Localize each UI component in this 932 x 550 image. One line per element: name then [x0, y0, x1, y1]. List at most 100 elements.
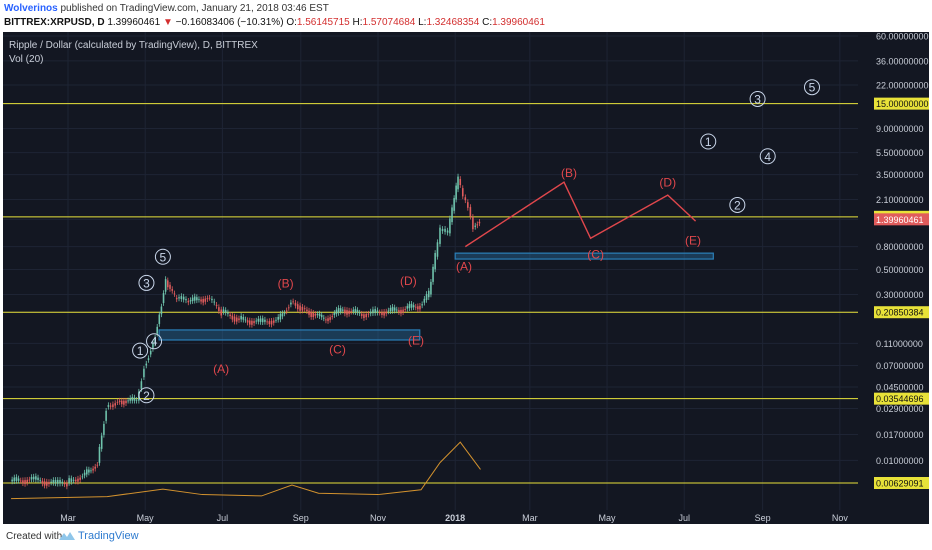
- candle-body: [444, 228, 446, 232]
- candle-body: [231, 315, 234, 320]
- wave-label-red: (B): [561, 166, 577, 180]
- y-tick-label: 9.00000000: [876, 124, 924, 134]
- tradingview-brand[interactable]: TradingView: [78, 530, 139, 542]
- indicator-label: Vol (20): [9, 54, 43, 65]
- candle-body: [363, 314, 365, 319]
- candle-body: [348, 310, 350, 314]
- candle-body: [308, 310, 310, 315]
- level-price-tag: [874, 392, 930, 405]
- candle-body: [15, 477, 18, 481]
- candle-body: [476, 224, 479, 226]
- candle-body: [299, 305, 301, 311]
- candle-body: [427, 290, 430, 298]
- candle-body: [17, 478, 20, 481]
- candle-body: [37, 477, 39, 481]
- candle-body: [127, 400, 129, 402]
- time-axis[interactable]: Mar May Jul Sep Nov 2018 Mar May Jul Sep Nov: [60, 513, 848, 523]
- candle-body: [451, 207, 453, 223]
- candle-body: [461, 188, 464, 197]
- last-price-tag: [874, 213, 930, 226]
- candle-body: [283, 312, 286, 314]
- candle-body: [26, 479, 28, 483]
- candle-body: [129, 398, 132, 401]
- x-tick-label: Mar: [522, 513, 538, 523]
- candle-body: [395, 309, 398, 311]
- candle-body: [204, 298, 207, 302]
- candle-body: [391, 306, 394, 311]
- candle-body: [238, 318, 240, 321]
- x-tick-label: May: [599, 513, 617, 523]
- price-axis[interactable]: 60.00000000 36.00000000 22.00000000 15.0000…: [874, 32, 930, 489]
- level-price-tag: [874, 306, 930, 319]
- wave-label-blue: 1: [137, 344, 144, 358]
- projection-line: [464, 181, 697, 248]
- candle-body: [233, 316, 236, 322]
- open-value: 1.56145715: [296, 17, 350, 28]
- price-chart[interactable]: 1 2 3 4 5 1 2 3 4 5 (A) (B) (C) (D) (E) (A) (B) (C) (D) (E)…: [3, 32, 930, 524]
- x-tick-label: Mar: [60, 513, 76, 523]
- candle-body: [331, 316, 334, 317]
- candle-body: [83, 472, 86, 476]
- candle-body: [145, 363, 148, 366]
- candle-body: [167, 280, 169, 288]
- candle-body: [423, 298, 426, 303]
- wave-label-blue: 3: [143, 276, 150, 290]
- candle-body: [215, 304, 218, 306]
- candle-body: [279, 313, 282, 320]
- candle-body: [28, 479, 31, 481]
- candle-body: [455, 185, 457, 200]
- candle-body: [72, 479, 75, 481]
- wave-label-circle: [138, 387, 155, 404]
- projection-path: [464, 181, 697, 248]
- volume-ma-line: [11, 441, 481, 500]
- y-tick-label: 15.00000000: [876, 99, 929, 109]
- wave-label-red: (C): [587, 247, 604, 261]
- candle-body: [346, 310, 348, 315]
- candle-body: [303, 308, 306, 310]
- x-tick-label: Nov: [832, 513, 849, 523]
- candle-body: [103, 423, 105, 435]
- candle-body: [294, 302, 297, 306]
- high-value: 1.57074684: [362, 17, 416, 28]
- candle-body: [11, 479, 13, 482]
- candle-body: [39, 480, 42, 482]
- candle-body: [105, 410, 107, 421]
- support-zones: [158, 252, 714, 341]
- candle-body: [410, 303, 413, 308]
- candle-body: [316, 314, 319, 316]
- author-link[interactable]: Wolverinos: [4, 3, 58, 14]
- open-label: O:: [286, 17, 297, 28]
- candle-body: [22, 480, 24, 484]
- publisher-line: Wolverinos published on TradingView.com,…: [4, 3, 329, 14]
- wave-label-circle: [146, 333, 163, 350]
- candle-body: [255, 320, 258, 322]
- candle-body: [222, 309, 225, 312]
- candle-body: [381, 312, 383, 315]
- candle-body: [383, 311, 385, 316]
- candle-body: [350, 311, 353, 312]
- candle-body: [196, 297, 198, 301]
- candle-body: [474, 225, 477, 227]
- y-tick-label: 3.50000000: [876, 170, 924, 180]
- candle-body: [66, 483, 68, 487]
- wave-label-red: (D): [400, 274, 417, 288]
- candle-body: [88, 469, 90, 473]
- candle-body: [310, 311, 312, 317]
- chart-area[interactable]: 1 2 3 4 5 1 2 3 4 5 (A) (B) (C) (D) (E) (A) (B) (C) (D) (E)…: [3, 32, 930, 524]
- x-tick-label: Sep: [293, 513, 309, 523]
- candle-body: [74, 479, 77, 482]
- candle-body: [467, 202, 469, 208]
- wave-label-circle: [729, 196, 746, 213]
- candle-body: [387, 310, 390, 312]
- wave-label-blue: 2: [734, 198, 741, 212]
- candle-body: [264, 319, 266, 322]
- candle-body: [123, 400, 125, 405]
- candle-body: [143, 368, 145, 378]
- candle-body: [389, 307, 392, 312]
- candle-body: [275, 319, 277, 321]
- candle-body: [218, 307, 220, 312]
- candle-body: [171, 289, 174, 291]
- candle-body: [198, 299, 200, 301]
- y-tick-label: 0.07000000: [876, 361, 924, 371]
- candle-body: [125, 400, 127, 404]
